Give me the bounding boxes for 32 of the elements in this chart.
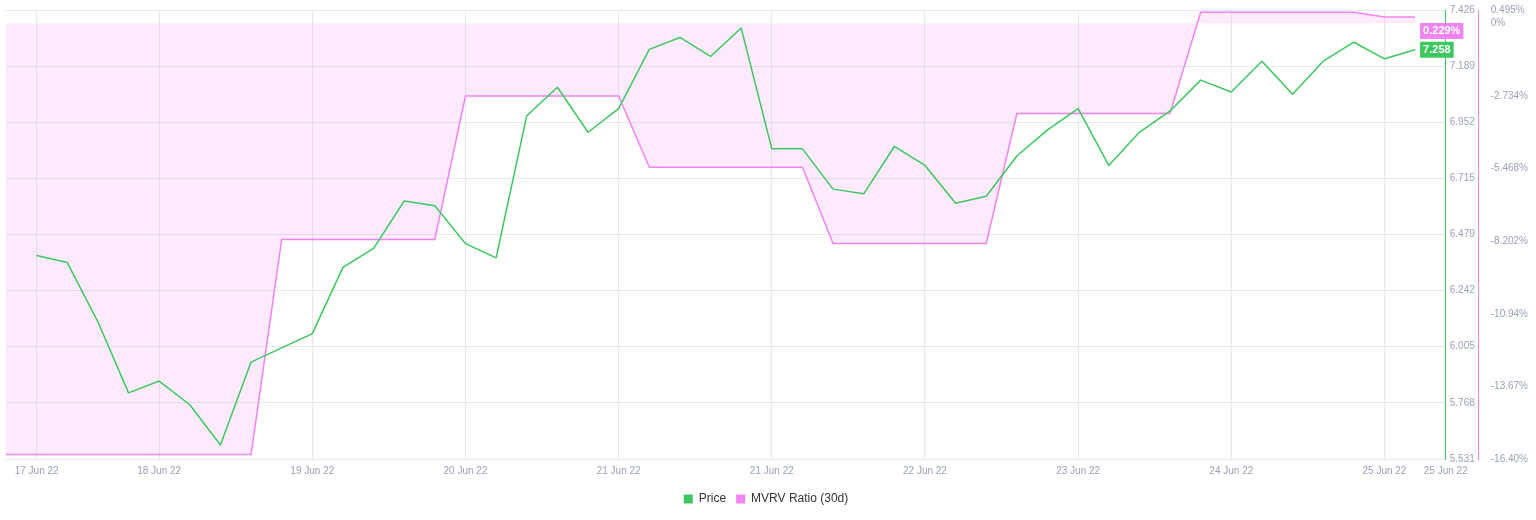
x-tick-label: 25 Jun 22 <box>1362 464 1407 476</box>
y-tick-label: 5.531 <box>1449 452 1476 464</box>
y-tick-label: 7.426 <box>1449 3 1476 15</box>
legend-label: Price <box>698 491 727 506</box>
x-tick-label: 18 Jun 22 <box>137 464 182 476</box>
y2-tick-label: 0% <box>1490 16 1506 28</box>
data-label: 7.258 <box>1423 42 1451 55</box>
y-tick-label: 6.715 <box>1449 172 1476 184</box>
y2-tick-label: -8.202% <box>1490 234 1529 246</box>
y-tick-label: 6.479 <box>1449 228 1476 240</box>
y2-tick-label: 0.495% <box>1490 3 1525 15</box>
x-tick-label: 19 Jun 22 <box>290 464 335 476</box>
x-tick-label: 20 Jun 22 <box>443 464 488 476</box>
x-tick-label: 17 Jun 22 <box>14 464 60 476</box>
y-tick-label: 6.005 <box>1449 340 1476 352</box>
data-label: 0.229% <box>1423 24 1461 37</box>
y-tick-label: 6.242 <box>1449 284 1476 296</box>
y2-tick-label: -13.67% <box>1490 380 1529 392</box>
y-tick-label: 5.768 <box>1449 396 1476 408</box>
x-tick-label: 23 Jun 22 <box>1056 464 1101 476</box>
x-tick-label: 21 Jun 22 <box>596 464 642 476</box>
y2-tick-label: -2.734% <box>1490 89 1529 101</box>
x-tick-label: 25 Jun 22 <box>1423 464 1469 476</box>
x-tick-label: 22 Jun 22 <box>903 464 948 476</box>
x-tick-label: 24 Jun 22 <box>1209 464 1254 476</box>
y2-tick-label: -10.94% <box>1490 307 1529 319</box>
legend-label: MVRV Ratio (30d) <box>751 491 849 506</box>
y-tick-label: 7.189 <box>1449 59 1476 71</box>
x-tick-label: 21 Jun 22 <box>749 464 795 476</box>
y2-tick-label: -5.468% <box>1490 162 1529 174</box>
y-tick-label: 6.952 <box>1449 116 1476 128</box>
y2-tick-label: -16.40% <box>1490 452 1529 464</box>
